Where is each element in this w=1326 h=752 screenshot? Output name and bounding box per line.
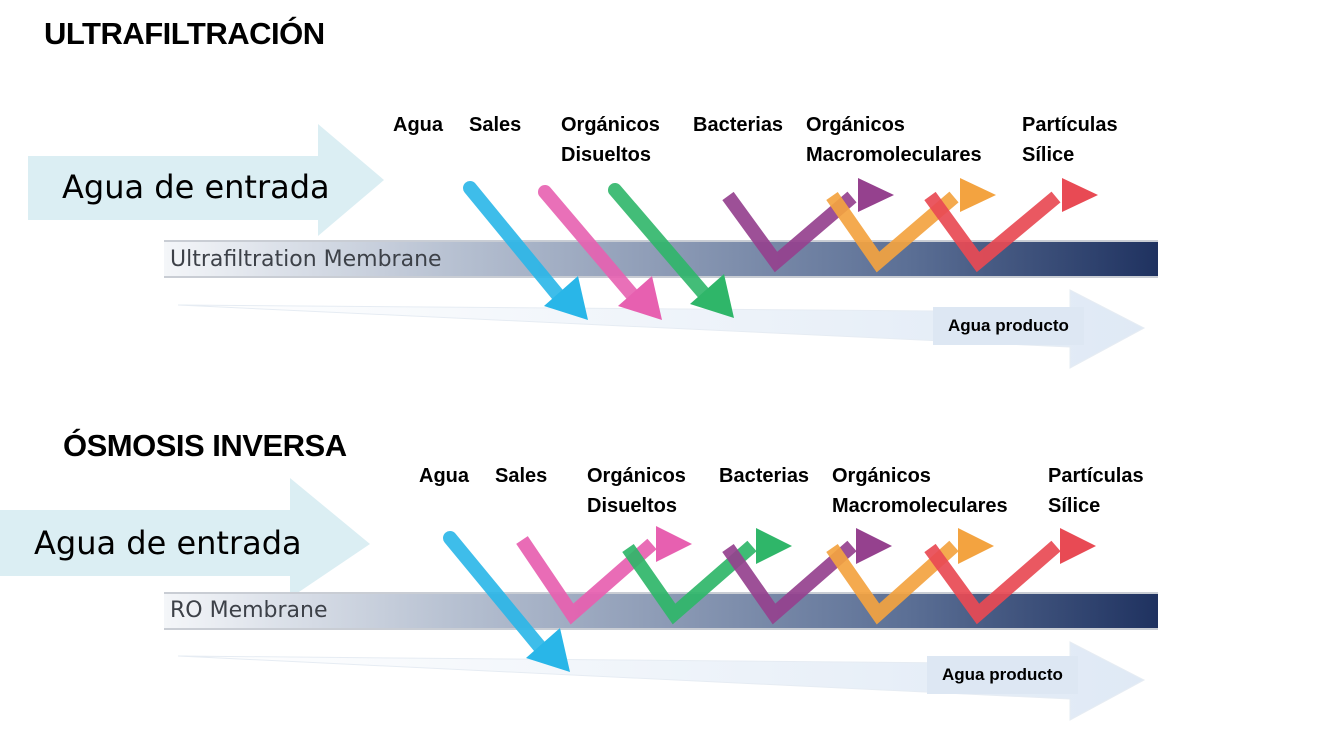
salts-arrow — [516, 526, 692, 625]
inlet-arrow — [28, 124, 384, 236]
reverse-osmosis-title: ÓSMOSIS INVERSA — [63, 428, 347, 463]
reverse-osmosis-diagram: Agua de entrada RO Membrane Agua product… — [0, 452, 1326, 752]
contaminant-label-bacteria: Bacterias — [719, 465, 810, 487]
contaminant-label-dissolved-organics: Orgánicos — [587, 465, 686, 487]
product-water-label: Agua producto — [927, 656, 1078, 694]
ultrafiltration-diagram-graphic — [28, 124, 1158, 369]
ultrafiltration-diagram: Agua de entrada Ultrafiltration Membrane… — [0, 100, 1326, 400]
reverse-osmosis-diagram-graphic — [0, 478, 1158, 721]
contaminant-label-particles-line2: Sílice — [1048, 495, 1101, 517]
inlet-water-label: Agua de entrada — [34, 524, 302, 562]
contaminant-label-water: Agua — [419, 465, 469, 487]
contaminant-label-particles-line2: Sílice — [1022, 144, 1075, 166]
ultrafiltration-title: ULTRAFILTRACIÓN — [44, 16, 325, 51]
contaminant-label-dissolved-organics-line2: Disueltos — [561, 144, 652, 166]
contaminant-label-macromolecular-organics: Orgánicos — [806, 114, 905, 136]
contaminant-label-dissolved-organics-line2: Disueltos — [587, 495, 678, 517]
contaminant-label-bacteria: Bacterias — [693, 114, 784, 136]
water-arrow — [443, 531, 570, 672]
membrane-label: Ultrafiltration Membrane — [170, 247, 442, 272]
dissolved-organics-arrow — [622, 528, 792, 625]
contaminant-label-macromolecular-organics-line2: Macromoleculares — [832, 495, 1008, 517]
contaminant-label-salts: Sales — [495, 465, 548, 487]
inlet-arrow — [0, 478, 370, 598]
inlet-water-label: Agua de entrada — [62, 168, 330, 206]
contaminant-label-water: Agua — [393, 114, 443, 136]
water-arrow — [463, 181, 588, 320]
salts-arrow — [538, 185, 662, 320]
contaminant-label-particles: Partículas — [1048, 465, 1144, 487]
macromolecular-organics-arrow — [826, 528, 994, 625]
particles-silica-arrow — [924, 178, 1098, 273]
membrane-label: RO Membrane — [170, 598, 328, 623]
contaminant-label-particles: Partículas — [1022, 114, 1118, 136]
bacteria-arrow — [722, 528, 892, 625]
contaminant-label-macromolecular-organics: Orgánicos — [832, 465, 931, 487]
bacteria-arrow — [722, 178, 894, 273]
contaminant-label-salts: Sales — [469, 114, 522, 136]
product-water-label: Agua producto — [933, 307, 1084, 345]
macromolecular-organics-arrow — [826, 178, 996, 273]
particles-silica-arrow — [924, 528, 1096, 625]
contaminant-label-macromolecular-organics-line2: Macromoleculares — [806, 144, 982, 166]
contaminant-label-dissolved-organics: Orgánicos — [561, 114, 660, 136]
dissolved-organics-arrow — [608, 183, 734, 318]
